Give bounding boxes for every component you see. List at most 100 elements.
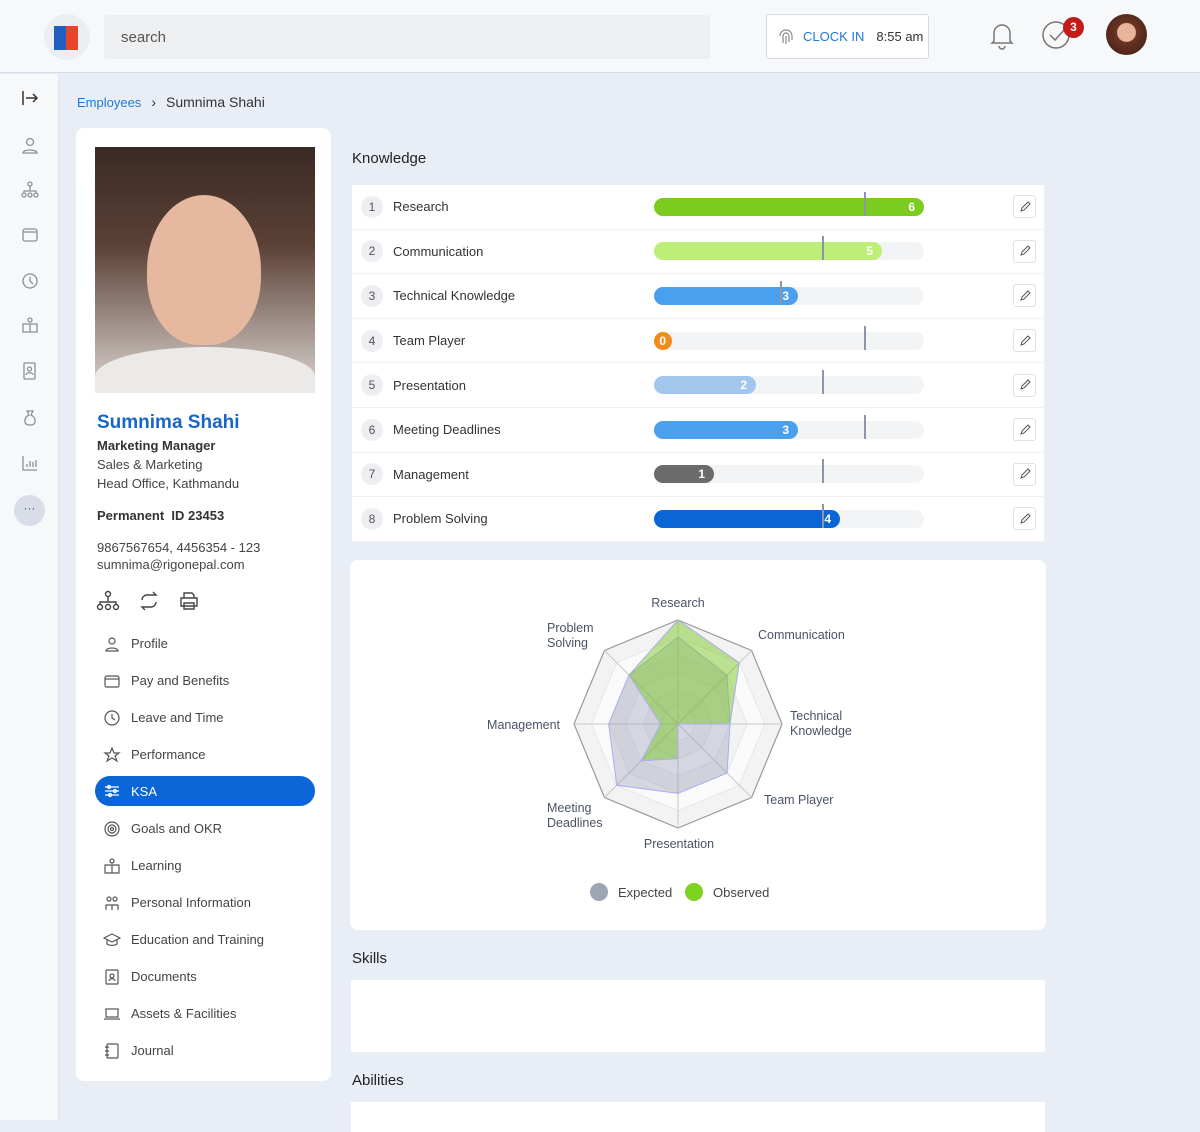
org-chart-icon[interactable] bbox=[96, 590, 120, 612]
money-bag-icon[interactable] bbox=[20, 408, 40, 428]
search-input[interactable]: search bbox=[104, 15, 710, 59]
menu-item-label: Learning bbox=[131, 858, 182, 873]
wallet-icon[interactable] bbox=[20, 225, 40, 245]
observed-rating-bar: 3 bbox=[654, 420, 798, 439]
side-rail: ··· bbox=[0, 74, 59, 1120]
job-title: Marketing Manager bbox=[97, 438, 216, 453]
clock-time: 8:55 am bbox=[876, 29, 924, 44]
learning-icon[interactable] bbox=[20, 316, 40, 336]
menu-item-label: Goals and OKR bbox=[131, 821, 223, 836]
skills-panel bbox=[351, 980, 1045, 1052]
edit-button[interactable] bbox=[1013, 373, 1036, 397]
row-number: 4 bbox=[361, 329, 383, 352]
radar-axis-label: Team Player bbox=[764, 793, 833, 807]
menu-item-label: Profile bbox=[131, 636, 168, 651]
print-icon[interactable] bbox=[178, 590, 200, 612]
radar-axis-label: Problem Solving bbox=[547, 621, 594, 650]
menu-item-journal[interactable]: Journal bbox=[95, 1032, 315, 1069]
row-number: 2 bbox=[361, 240, 383, 263]
radar-axis-label: Research bbox=[651, 596, 705, 610]
knowledge-row: 1 Research 6 bbox=[352, 185, 1044, 230]
menu-item-label: Leave and Time bbox=[131, 710, 224, 725]
edit-button[interactable] bbox=[1013, 195, 1036, 219]
transfer-icon[interactable] bbox=[138, 590, 160, 612]
menu-item-profile[interactable]: Profile bbox=[95, 625, 315, 662]
knowledge-row: 7 Management 1 bbox=[352, 453, 1044, 498]
clock-icon[interactable] bbox=[20, 271, 40, 291]
breadcrumb-employees-link[interactable]: Employees bbox=[77, 94, 142, 110]
expected-rating-marker bbox=[780, 280, 782, 305]
observed-rating-bar: 2 bbox=[654, 376, 756, 395]
user-avatar[interactable] bbox=[1106, 14, 1147, 55]
menu-item-label: Pay and Benefits bbox=[131, 673, 230, 688]
menu-item-personal-information[interactable]: Personal Information bbox=[95, 884, 315, 921]
abilities-panel bbox=[351, 1102, 1045, 1132]
radar-axis-label: Management bbox=[487, 718, 560, 732]
abilities-heading: Abilities bbox=[352, 1072, 404, 1089]
knowledge-row: 6 Meeting Deadlines 3 bbox=[352, 408, 1044, 453]
chevron-right-icon: › bbox=[151, 94, 156, 110]
legend-expected: Expected bbox=[590, 883, 672, 901]
row-number: 1 bbox=[361, 195, 383, 218]
document-icon bbox=[105, 968, 119, 985]
rating-track: 1 bbox=[654, 459, 924, 484]
menu-item-goals-and-okr[interactable]: Goals and OKR bbox=[95, 810, 315, 847]
menu-item-ksa[interactable]: KSA bbox=[95, 776, 315, 806]
menu-item-documents[interactable]: Documents bbox=[95, 958, 315, 995]
radar-axis-label: Communication bbox=[758, 628, 845, 642]
org-chart-icon[interactable] bbox=[20, 180, 40, 200]
observed-rating-bar: 0 bbox=[654, 331, 672, 350]
book-icon bbox=[104, 857, 120, 874]
menu-item-performance[interactable]: Performance bbox=[95, 736, 315, 773]
row-number: 6 bbox=[361, 418, 383, 441]
menu-item-label: Documents bbox=[131, 969, 197, 984]
rating-track: 0 bbox=[654, 325, 924, 350]
menu-item-assets-facilities[interactable]: Assets & Facilities bbox=[95, 995, 315, 1032]
menu-item-learning[interactable]: Learning bbox=[95, 847, 315, 884]
clock-icon bbox=[104, 709, 120, 726]
radar-chart: Research Communication Technical Knowledge T… bbox=[487, 596, 852, 851]
menu-item-pay-and-benefits[interactable]: Pay and Benefits bbox=[95, 662, 315, 699]
edit-button[interactable] bbox=[1013, 418, 1036, 442]
knowledge-row: 5 Presentation 2 bbox=[352, 363, 1044, 408]
edit-button[interactable] bbox=[1013, 239, 1036, 263]
expand-icon[interactable] bbox=[20, 88, 40, 108]
rating-track: 2 bbox=[654, 370, 924, 395]
pencil-icon bbox=[1019, 379, 1031, 390]
row-number: 3 bbox=[361, 284, 383, 307]
expected-rating-marker bbox=[822, 459, 824, 484]
knowledge-heading: Knowledge bbox=[352, 150, 427, 167]
row-number: 7 bbox=[361, 463, 383, 486]
observed-rating-bar: 4 bbox=[654, 509, 840, 528]
skills-heading: Skills bbox=[352, 950, 388, 967]
edit-button[interactable] bbox=[1013, 462, 1036, 486]
clock-in-button[interactable]: CLOCK IN 8:55 am bbox=[766, 14, 929, 59]
observed-rating-bar: 1 bbox=[654, 465, 714, 484]
user-icon[interactable] bbox=[20, 136, 40, 156]
rating-track: 5 bbox=[654, 236, 924, 261]
pencil-icon bbox=[1019, 424, 1031, 435]
menu-item-label: KSA bbox=[131, 783, 158, 799]
pencil-icon bbox=[1019, 468, 1031, 480]
radar-series-observed bbox=[628, 619, 740, 762]
pencil-icon bbox=[1019, 334, 1031, 346]
reports-chart-icon[interactable] bbox=[20, 453, 40, 473]
knowledge-row: 3 Technical Knowledge 3 bbox=[352, 274, 1044, 319]
more-button[interactable]: ··· bbox=[14, 495, 45, 526]
knowledge-label: Management bbox=[393, 466, 469, 482]
menu-item-leave-and-time[interactable]: Leave and Time bbox=[95, 699, 315, 736]
knowledge-table: 1 Research 6 2 Communication 5 3 Technic… bbox=[352, 185, 1044, 542]
bell-icon[interactable] bbox=[986, 19, 1018, 51]
menu-item-education-and-training[interactable]: Education and Training bbox=[95, 921, 315, 958]
app-logo[interactable] bbox=[44, 14, 90, 60]
pencil-icon bbox=[1019, 201, 1031, 212]
edit-button[interactable] bbox=[1013, 329, 1036, 353]
contacts-icon[interactable] bbox=[20, 361, 40, 381]
pencil-icon bbox=[1019, 513, 1031, 524]
edit-button[interactable] bbox=[1013, 507, 1036, 531]
edit-button[interactable] bbox=[1013, 284, 1036, 308]
profile-menu: Profile Pay and Benefits Leave and Time Per… bbox=[95, 625, 315, 1069]
email[interactable]: sumnima@rigonepal.com bbox=[97, 557, 245, 572]
expected-rating-marker bbox=[822, 503, 824, 528]
expected-rating-marker bbox=[822, 236, 824, 261]
